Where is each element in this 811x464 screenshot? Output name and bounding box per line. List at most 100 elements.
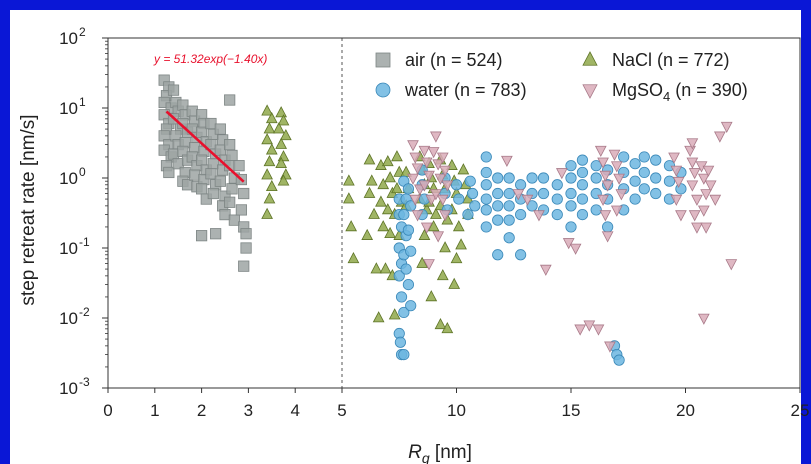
legend-label: water (n = 783): [404, 80, 527, 100]
data-point: [377, 177, 390, 190]
y-tick-exponent: -3: [79, 375, 90, 389]
series-0: [158, 74, 252, 272]
data-point: [240, 242, 252, 254]
data-point: [275, 137, 288, 149]
data-point: [425, 290, 438, 302]
legend-label: NaCl (n = 772): [612, 50, 730, 70]
data-point: [261, 207, 273, 219]
data-point: [555, 168, 568, 180]
data-point: [418, 228, 431, 240]
y-tick-label: 10: [59, 99, 78, 118]
data-point: [261, 133, 273, 145]
data-point: [576, 193, 589, 205]
data-point: [700, 222, 712, 234]
data-point: [425, 194, 438, 206]
legend-label: air (n = 524): [405, 50, 503, 70]
data-point: [668, 152, 680, 164]
data-point: [650, 187, 662, 200]
data-point: [210, 228, 222, 240]
data-point: [515, 179, 527, 191]
data-point: [691, 194, 703, 206]
data-point: [453, 193, 465, 205]
data-point: [181, 179, 194, 191]
data-point: [697, 313, 710, 325]
data-point: [526, 200, 538, 212]
data-point: [492, 214, 504, 226]
data-point: [177, 99, 189, 111]
data-point: [372, 311, 385, 323]
data-point: [188, 169, 201, 181]
data-point: [363, 153, 376, 165]
data-point: [590, 172, 602, 184]
data-point: [436, 269, 449, 281]
data-point: [235, 204, 247, 216]
data-point: [629, 175, 641, 187]
data-point: [263, 155, 276, 167]
data-point: [375, 195, 387, 207]
data-point: [709, 194, 722, 206]
x-tick-label: 1: [150, 401, 159, 420]
data-point: [434, 173, 447, 185]
data-point: [515, 249, 527, 261]
data-point: [398, 349, 410, 361]
data-point: [409, 152, 422, 164]
data-point: [418, 145, 431, 157]
data-point: [430, 189, 442, 201]
data-point: [503, 172, 515, 184]
data-point: [402, 224, 415, 236]
data-point: [512, 189, 525, 201]
data-point: [590, 204, 602, 216]
data-point: [551, 209, 563, 221]
data-point: [686, 138, 699, 150]
data-point: [469, 200, 481, 212]
data-point: [370, 262, 383, 274]
data-point: [576, 154, 589, 166]
legend-marker: [582, 51, 598, 66]
data-point: [610, 205, 623, 217]
data-point: [448, 277, 461, 289]
data-point: [263, 192, 276, 204]
data-point: [224, 196, 236, 208]
data-point: [186, 105, 198, 117]
data-point: [450, 252, 463, 264]
data-point: [381, 155, 394, 167]
data-point: [590, 160, 602, 172]
data-point: [688, 210, 701, 222]
data-point: [398, 209, 410, 221]
data-point: [503, 200, 515, 212]
data-point: [501, 155, 513, 167]
data-point: [521, 194, 534, 206]
data-point: [650, 154, 662, 166]
data-point: [277, 174, 290, 186]
data-point: [725, 259, 738, 271]
data-point: [411, 210, 424, 222]
data-point: [395, 291, 408, 303]
data-point: [405, 245, 417, 257]
data-point: [432, 231, 445, 243]
data-point: [275, 156, 288, 169]
data-point: [219, 209, 231, 221]
data-point: [464, 175, 476, 187]
data-point: [377, 220, 390, 232]
data-point: [601, 231, 614, 243]
data-point: [261, 104, 273, 116]
data-point: [562, 238, 575, 250]
data-point: [480, 204, 492, 216]
data-point: [233, 160, 245, 172]
x-tick-label: 10: [447, 401, 466, 420]
data-point: [365, 174, 378, 186]
data-point: [439, 210, 451, 222]
data-point: [629, 158, 641, 170]
data-point: [228, 214, 240, 226]
data-point: [261, 168, 273, 180]
data-point: [363, 186, 376, 198]
data-point: [597, 194, 609, 206]
data-point: [195, 126, 208, 138]
data-point: [480, 151, 492, 163]
data-point: [684, 145, 696, 157]
data-point: [713, 131, 726, 143]
data-point: [702, 165, 715, 177]
data-point: [434, 317, 447, 330]
data-point: [411, 163, 424, 175]
